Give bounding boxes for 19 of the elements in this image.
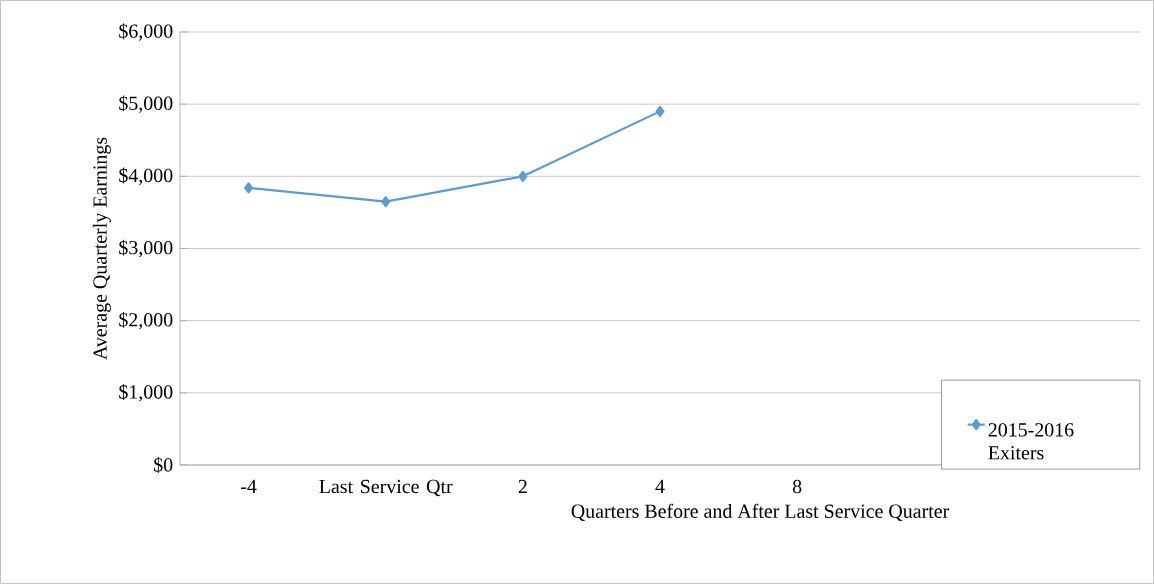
x-tick-label: 4 <box>655 479 665 493</box>
point <box>244 182 254 194</box>
y-tick-label: $5,000 <box>119 95 173 113</box>
x-tick-label: 2 <box>518 479 527 494</box>
y-tick-label: $4,000 <box>119 167 173 186</box>
y-tick-label: $2,000 <box>119 311 173 330</box>
legend-label: 2015-2016 Exiters <box>988 423 1074 460</box>
point <box>381 196 391 208</box>
x-tick-label: 8 <box>792 479 802 494</box>
point <box>655 105 665 117</box>
y-tick-label: $3,000 <box>119 239 173 258</box>
y-tick-label: $6,000 <box>119 23 173 41</box>
point <box>518 170 528 182</box>
x-tick-label: Last Service Qtr <box>319 479 453 497</box>
x-tick-label: -4 <box>241 479 257 493</box>
y-tick-label: $0 <box>154 457 173 473</box>
y-tick-label: $1,000 <box>119 384 173 402</box>
x-axis-title: Quarters Before and After Last Service Quarter <box>571 503 950 521</box>
y-axis-title: Average Quarterly Earnings <box>92 137 111 360</box>
